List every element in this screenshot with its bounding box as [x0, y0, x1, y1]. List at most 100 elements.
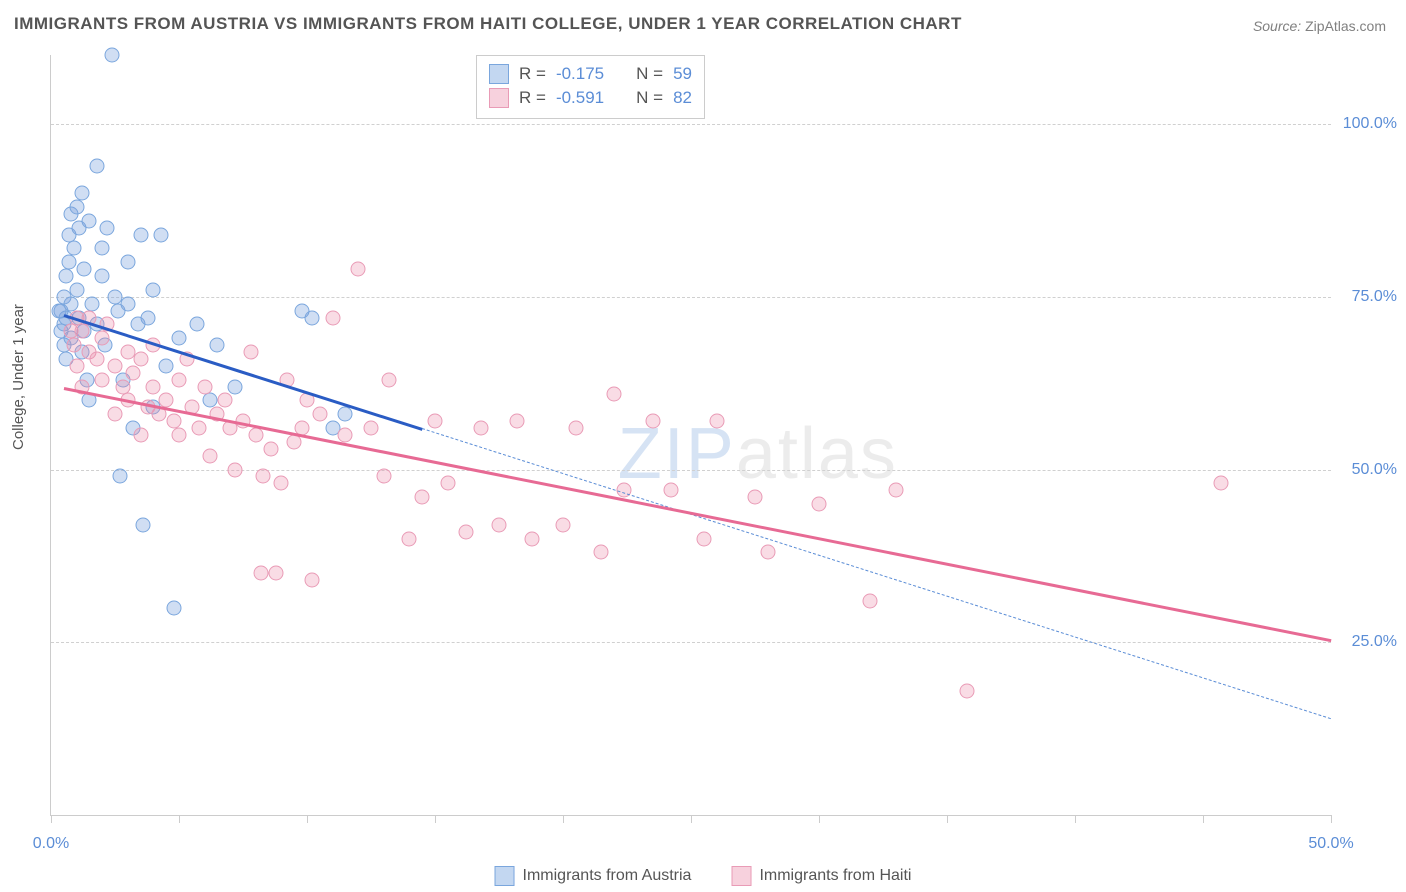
- austria-point: [113, 469, 128, 484]
- legend-swatch: [495, 866, 515, 886]
- austria-point: [166, 600, 181, 615]
- austria-point: [95, 269, 110, 284]
- haiti-point: [492, 517, 507, 532]
- haiti-point: [402, 531, 417, 546]
- austria-point: [172, 331, 187, 346]
- haiti-point: [125, 365, 140, 380]
- austria-point: [84, 296, 99, 311]
- haiti-point: [415, 490, 430, 505]
- r-value: -0.175: [556, 62, 604, 86]
- x-tick: [1203, 815, 1204, 823]
- legend-item: Immigrants from Austria: [495, 866, 692, 886]
- chart-legend: Immigrants from Austria Immigrants from H…: [495, 866, 912, 886]
- haiti-point: [863, 593, 878, 608]
- haiti-point: [474, 421, 489, 436]
- source-value: ZipAtlas.com: [1305, 18, 1386, 34]
- austria-point: [141, 310, 156, 325]
- haiti-point: [95, 331, 110, 346]
- x-tick: [691, 815, 692, 823]
- y-tick-label: 50.0%: [1352, 461, 1397, 479]
- source-label: Source:: [1253, 18, 1301, 34]
- haiti-point: [663, 483, 678, 498]
- austria-point: [228, 379, 243, 394]
- haiti-point: [458, 524, 473, 539]
- haiti-point: [253, 566, 268, 581]
- haiti-point: [509, 414, 524, 429]
- x-tick: [947, 815, 948, 823]
- stats-row: R =-0.175N =59: [489, 62, 692, 86]
- legend-swatch: [731, 866, 751, 886]
- haiti-point: [172, 428, 187, 443]
- haiti-point: [428, 414, 443, 429]
- x-tick: [179, 815, 180, 823]
- x-tick-label: 50.0%: [1308, 835, 1353, 853]
- austria-point: [202, 393, 217, 408]
- austria-point: [74, 186, 89, 201]
- haiti-point: [888, 483, 903, 498]
- haiti-point: [274, 476, 289, 491]
- austria-point: [77, 262, 92, 277]
- r-value: -0.591: [556, 86, 604, 110]
- trend-line: [422, 428, 1331, 719]
- austria-point: [154, 227, 169, 242]
- austria-point: [61, 255, 76, 270]
- legend-label: Immigrants from Haiti: [759, 867, 911, 885]
- austria-point: [133, 227, 148, 242]
- austria-point: [95, 241, 110, 256]
- austria-point: [210, 338, 225, 353]
- haiti-point: [115, 379, 130, 394]
- haiti-point: [381, 372, 396, 387]
- haiti-point: [256, 469, 271, 484]
- y-tick-label: 75.0%: [1352, 288, 1397, 306]
- haiti-point: [645, 414, 660, 429]
- legend-item: Immigrants from Haiti: [731, 866, 911, 886]
- austria-point: [305, 310, 320, 325]
- x-tick: [435, 815, 436, 823]
- n-value: 82: [673, 86, 692, 110]
- austria-point: [159, 358, 174, 373]
- x-tick: [819, 815, 820, 823]
- haiti-point: [202, 448, 217, 463]
- austria-point: [100, 220, 115, 235]
- haiti-point: [95, 372, 110, 387]
- haiti-point: [243, 345, 258, 360]
- y-axis-label: College, Under 1 year: [10, 304, 27, 450]
- n-label: N =: [636, 62, 663, 86]
- haiti-point: [166, 414, 181, 429]
- r-label: R =: [519, 86, 546, 110]
- stats-row: R =-0.591N =82: [489, 86, 692, 110]
- haiti-point: [133, 428, 148, 443]
- haiti-point: [325, 310, 340, 325]
- haiti-point: [305, 573, 320, 588]
- austria-point: [82, 213, 97, 228]
- austria-point: [120, 296, 135, 311]
- austria-point: [69, 282, 84, 297]
- haiti-point: [812, 497, 827, 512]
- haiti-point: [133, 352, 148, 367]
- austria-point: [64, 296, 79, 311]
- y-gridline: [51, 297, 1331, 298]
- x-tick: [563, 815, 564, 823]
- haiti-point: [90, 352, 105, 367]
- haiti-point: [696, 531, 711, 546]
- haiti-point: [108, 358, 123, 373]
- chart-plot-area: ZIPatlas R =-0.175N =59R =-0.591N =82 25…: [50, 55, 1331, 816]
- haiti-point: [960, 683, 975, 698]
- haiti-point: [192, 421, 207, 436]
- haiti-point: [364, 421, 379, 436]
- haiti-point: [264, 441, 279, 456]
- austria-point: [189, 317, 204, 332]
- n-value: 59: [673, 62, 692, 86]
- austria-point: [69, 200, 84, 215]
- haiti-point: [248, 428, 263, 443]
- haiti-point: [440, 476, 455, 491]
- haiti-point: [108, 407, 123, 422]
- haiti-point: [376, 469, 391, 484]
- watermark-part2: atlas: [736, 414, 898, 494]
- haiti-point: [594, 545, 609, 560]
- haiti-point: [607, 386, 622, 401]
- haiti-point: [197, 379, 212, 394]
- haiti-point: [269, 566, 284, 581]
- haiti-point: [67, 338, 82, 353]
- haiti-point: [338, 428, 353, 443]
